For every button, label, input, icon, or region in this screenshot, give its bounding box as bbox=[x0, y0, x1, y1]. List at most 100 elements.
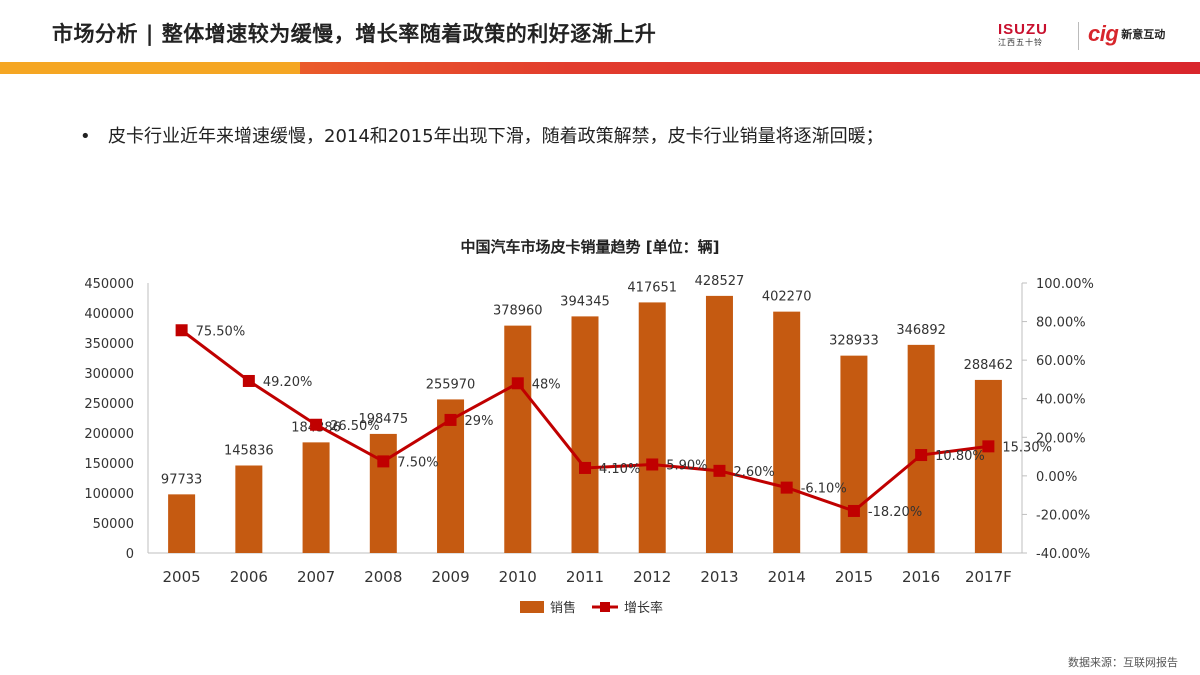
isuzu-logo-word: ISUZU bbox=[998, 21, 1048, 38]
y-right-tick-label: -40.00% bbox=[1036, 547, 1090, 562]
y-left-tick-label: 400000 bbox=[84, 307, 134, 322]
growth-rate-label: 10.80% bbox=[935, 449, 985, 464]
growth-rate-marker bbox=[780, 481, 793, 494]
growth-rate-marker bbox=[444, 413, 457, 426]
y-left-tick-label: 250000 bbox=[84, 397, 134, 412]
bar-sales bbox=[369, 433, 397, 553]
page-title: 市场分析 | 整体增速较为缓慢，增长率随着政策的利好逐渐上升 bbox=[52, 22, 657, 46]
bar-sales bbox=[840, 355, 868, 553]
bar-sales bbox=[773, 311, 801, 553]
logo-divider bbox=[1078, 22, 1079, 50]
growth-rate-marker bbox=[579, 461, 591, 474]
legend-marker-growth bbox=[600, 602, 610, 612]
x-tick-label: 2005 bbox=[163, 568, 201, 586]
growth-rate-marker bbox=[377, 455, 390, 468]
legend-swatch-sales bbox=[520, 601, 544, 613]
isuzu-logo-sub: 江西五十铃 bbox=[998, 38, 1043, 47]
x-tick-label: 2015 bbox=[835, 568, 873, 586]
header-bar-red bbox=[300, 62, 1200, 74]
y-right-tick-label: 60.00% bbox=[1036, 354, 1086, 369]
growth-rate-label: 15.30% bbox=[1002, 440, 1052, 455]
growth-rate-label: -18.20% bbox=[868, 505, 922, 520]
growth-rate-label: 49.20% bbox=[263, 375, 313, 390]
y-left-tick-label: 50000 bbox=[93, 517, 134, 532]
cig-logo-name: 新意互动 bbox=[1121, 28, 1166, 41]
bar-value-label: 97733 bbox=[161, 472, 202, 487]
growth-rate-marker bbox=[915, 449, 928, 462]
y-right-tick-label: 80.00% bbox=[1036, 316, 1086, 331]
bar-sales bbox=[907, 344, 935, 553]
x-tick-label: 2006 bbox=[230, 568, 268, 586]
cig-logo-mark: cig bbox=[1088, 21, 1119, 46]
bar-value-label: 255970 bbox=[426, 377, 476, 392]
bar-value-label: 402270 bbox=[762, 290, 812, 305]
growth-rate-marker bbox=[646, 458, 659, 471]
y-right-tick-label: 0.00% bbox=[1036, 470, 1077, 485]
y-left-tick-label: 100000 bbox=[84, 487, 134, 502]
bar-value-label: 328933 bbox=[829, 334, 879, 349]
growth-rate-label: 5.90% bbox=[666, 458, 707, 473]
source-note: 数据来源：互联网报告 bbox=[1068, 656, 1178, 669]
y-right-tick-label: 40.00% bbox=[1036, 393, 1086, 408]
bar-sales bbox=[168, 494, 196, 553]
y-left-tick-label: 450000 bbox=[84, 277, 134, 292]
x-tick-label: 2012 bbox=[633, 568, 671, 586]
bar-value-label: 288462 bbox=[964, 358, 1014, 373]
bullet-text: 皮卡行业近年来增速缓慢，2014和2015年出现下滑，随着政策解禁，皮卡行业销量… bbox=[108, 126, 884, 147]
bar-sales bbox=[974, 379, 1002, 553]
bar-sales bbox=[504, 325, 532, 553]
header-bar-orange bbox=[0, 62, 300, 74]
bar-sales bbox=[235, 465, 263, 553]
bullet-marker: • bbox=[80, 126, 91, 147]
y-left-tick-label: 150000 bbox=[84, 457, 134, 472]
y-right-tick-label: -20.00% bbox=[1036, 508, 1090, 523]
x-tick-label: 2016 bbox=[902, 568, 940, 586]
growth-rate-marker bbox=[242, 374, 255, 387]
x-tick-label: 2017F bbox=[965, 568, 1012, 586]
bullet-point: • 皮卡行业近年来增速缓慢，2014和2015年出现下滑，随着政策解禁，皮卡行业销… bbox=[80, 122, 884, 148]
bar-value-label: 428527 bbox=[695, 274, 745, 289]
bar-value-label: 145836 bbox=[224, 443, 274, 458]
x-tick-label: 2011 bbox=[566, 568, 604, 586]
growth-rate-marker bbox=[713, 464, 726, 477]
chart-title: 中国汽车市场皮卡销量趋势 [单位：辆] bbox=[461, 238, 720, 256]
header-accent-bar bbox=[0, 62, 1200, 74]
growth-rate-label: -6.10% bbox=[801, 482, 847, 497]
legend-label-growth: 增长率 bbox=[624, 600, 663, 616]
growth-rate-label: 4.10% bbox=[599, 462, 640, 477]
y-left-tick-label: 200000 bbox=[84, 427, 134, 442]
bar-value-label: 394345 bbox=[560, 294, 610, 309]
bar-sales bbox=[571, 316, 599, 553]
growth-rate-label: 29% bbox=[465, 414, 494, 429]
growth-rate-marker bbox=[847, 504, 860, 517]
y-right-tick-label: 20.00% bbox=[1036, 431, 1086, 446]
bar-value-label: 378960 bbox=[493, 304, 543, 319]
y-left-tick-label: 350000 bbox=[84, 337, 134, 352]
x-tick-label: 2008 bbox=[364, 568, 402, 586]
growth-rate-label: 48% bbox=[532, 377, 561, 392]
y-left-tick-label: 0 bbox=[126, 547, 134, 562]
growth-rate-label: 7.50% bbox=[397, 455, 438, 470]
y-right-tick-label: 100.00% bbox=[1036, 277, 1094, 292]
growth-rate-marker bbox=[310, 418, 323, 431]
bar-sales bbox=[302, 442, 330, 553]
growth-rate-label: 2.60% bbox=[733, 465, 774, 480]
growth-rate-label: 75.50% bbox=[196, 324, 246, 339]
bar-sales bbox=[705, 295, 733, 553]
bar-value-label: 346892 bbox=[896, 323, 946, 338]
x-tick-label: 2014 bbox=[768, 568, 806, 586]
x-tick-label: 2007 bbox=[297, 568, 335, 586]
x-tick-label: 2009 bbox=[431, 568, 469, 586]
growth-rate-marker bbox=[175, 324, 188, 337]
isuzu-logo: ISUZU 江西五十铃 bbox=[998, 22, 1068, 48]
bar-value-label: 198475 bbox=[358, 412, 408, 427]
bar-value-label: 417651 bbox=[627, 280, 677, 295]
legend-label-sales: 销售 bbox=[550, 600, 576, 616]
growth-rate-label: 26.50% bbox=[330, 419, 380, 434]
growth-rate-marker bbox=[511, 377, 524, 390]
y-left-tick-label: 300000 bbox=[84, 367, 134, 382]
bar-sales bbox=[638, 302, 666, 553]
cig-logo: cig 新意互动 bbox=[1088, 21, 1165, 47]
x-tick-label: 2013 bbox=[700, 568, 738, 586]
